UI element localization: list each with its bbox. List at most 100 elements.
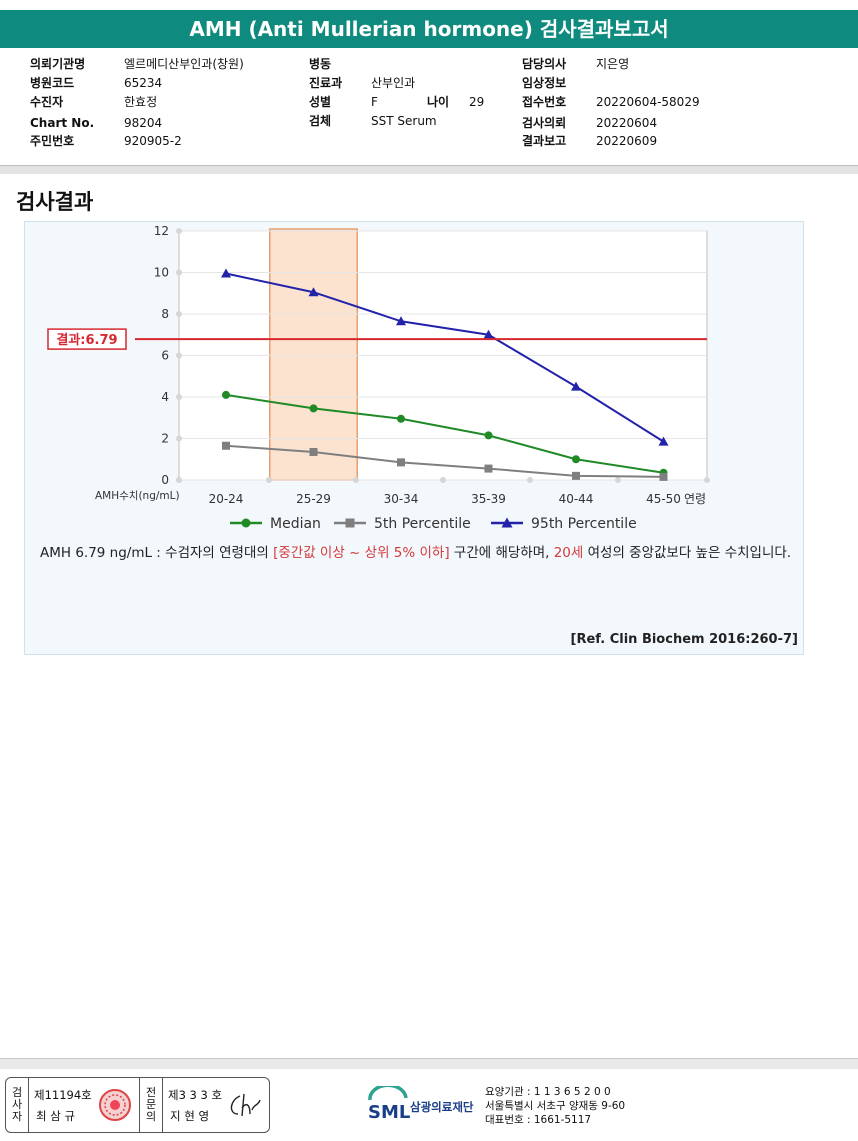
- section-title: 검사결과: [16, 190, 94, 214]
- y-tick-dot: [176, 394, 182, 400]
- data-point: [484, 464, 493, 473]
- hospital-code-label: 병원코드: [30, 76, 75, 90]
- sml-logo-icon: SML: [368, 1083, 410, 1123]
- org-address: 서울특별시 서초구 양재동 9-60: [485, 1100, 626, 1112]
- data-point: [396, 316, 406, 326]
- sex-value: F: [371, 95, 378, 109]
- highlight-band: [269, 228, 358, 481]
- data-point: [658, 436, 669, 446]
- request-date-value: 20220604: [596, 116, 658, 130]
- result-label: 결과:6.79: [56, 332, 117, 348]
- series-line: [225, 444, 664, 478]
- y-tick-label: 10: [154, 266, 169, 280]
- tester-seal: [99, 1089, 131, 1121]
- x-tick-dot: [176, 477, 182, 483]
- reference-citation: [Ref. Clin Biochem 2016:260-7]: [570, 632, 798, 647]
- org-phone: 대표번호 : 1661-5117: [485, 1114, 592, 1126]
- data-point: [659, 472, 668, 481]
- report-date-label: 결과보고: [522, 134, 567, 148]
- data-point: [483, 329, 494, 339]
- x-tick-label: 40-44: [559, 492, 594, 506]
- department-label: 진료과: [309, 76, 343, 90]
- x-tick-dot: [704, 477, 710, 483]
- x-tick-label: 30-34: [384, 492, 419, 506]
- specialist-label: 전문의: [145, 1086, 157, 1123]
- x-tick-dot: [266, 477, 272, 483]
- specialist-name: 지 현 영: [170, 1109, 210, 1123]
- x-tick-dot: [615, 477, 621, 483]
- sex-label: 성별: [309, 95, 332, 109]
- y-tick-label: 0: [161, 473, 169, 487]
- interpretation-range: [중간값 이상 ~ 상위 5% 이하]: [273, 545, 450, 561]
- signature-divider: [162, 1078, 163, 1132]
- hospital-label: 의뢰기관명: [30, 57, 86, 71]
- interpretation-part5: 여성의 중앙값보다 높은 수치입니다.: [583, 545, 792, 561]
- chart-no-value: 98204: [124, 116, 163, 130]
- org-name: 삼광의료재단: [410, 1100, 474, 1114]
- amh-chart: 0 2 4 6 8 10 12 20-24 25-29 30-34 35-39 40-44 45-50 연…: [47, 224, 710, 532]
- y-tick-label: 8: [161, 307, 169, 321]
- request-date-label: 검사의뢰: [522, 116, 567, 130]
- clinical-info-label: 임상정보: [522, 76, 567, 90]
- interpretation-text: AMH 6.79 ng/mL : 수검자의 연령대의 [중간값 이상 ~ 상위 …: [40, 543, 810, 563]
- legend-label: 95th Percentile: [531, 516, 637, 532]
- legend-label: Median: [270, 516, 321, 532]
- data-point: [572, 471, 580, 480]
- series-line: [225, 393, 664, 474]
- doctor-label: 담당의사: [522, 57, 567, 71]
- report-date-value: 20220609: [596, 134, 658, 148]
- header-divider: [0, 165, 858, 174]
- x-axis-suffix: 연령: [684, 492, 706, 506]
- legend-marker: [241, 518, 251, 528]
- patient-info: 의뢰기관명 엘르메디산부인과(창원) 병원코드 65234 수진자 한효정 Ch…: [0, 0, 858, 150]
- interpretation-part1: AMH 6.79 ng/mL : 수검자의 연령대의: [40, 545, 274, 561]
- signature-divider: [28, 1078, 29, 1132]
- data-point: [222, 441, 230, 450]
- signature-divider: [139, 1078, 140, 1132]
- hospital-code-value: 65234: [124, 76, 163, 90]
- data-point: [397, 414, 405, 423]
- result-label-box: [47, 328, 127, 350]
- care-code: 요양기관 : 1 1 3 6 5 2 0 0: [485, 1086, 611, 1098]
- y-tick-label: 12: [154, 224, 169, 238]
- x-tick-label: 20-24: [209, 492, 244, 506]
- specialist-license: 제3 3 3 호: [168, 1088, 223, 1102]
- department-value: 산부인과: [371, 76, 416, 90]
- x-tick-label: 35-39: [471, 492, 506, 506]
- x-tick-dot: [527, 477, 533, 483]
- interpretation-part3: 구간에 해당하며,: [449, 545, 554, 561]
- series-line: [225, 272, 665, 443]
- data-point: [308, 287, 319, 297]
- x-tick-dot: [353, 477, 359, 483]
- resident-no-value: 920905-2: [124, 134, 182, 148]
- age-label: 나이: [427, 95, 450, 109]
- data-point: [309, 447, 318, 456]
- doctor-value: 지은영: [596, 57, 630, 71]
- age-value: 29: [469, 95, 485, 109]
- sml-logo: SML 삼광의료재단: [366, 1083, 473, 1126]
- y-tick-dot: [176, 269, 182, 276]
- data-point: [221, 268, 231, 278]
- signature-box: 검사자 제11194호 최 삼 규 전문의 제3 3 3 호 지 현 영: [5, 1077, 270, 1133]
- specialist-signature: [230, 1093, 261, 1117]
- legend-marker: [345, 518, 355, 528]
- y-axis-label: AMH수치(ng/mL): [95, 490, 180, 502]
- specimen-value: SST Serum: [371, 114, 437, 128]
- data-point: [309, 404, 318, 413]
- x-tick-label: 25-29: [296, 492, 331, 506]
- patient-label: 수진자: [30, 95, 64, 109]
- ward-label: 병동: [309, 57, 332, 71]
- report-title: AMH (Anti Mullerian hormone) 검사결과보고서: [0, 10, 858, 48]
- receipt-no-value: 20220604-58029: [596, 95, 700, 109]
- y-tick-label: 6: [161, 349, 169, 363]
- sml-logo-letters: SML: [368, 1102, 410, 1122]
- tester-license: 제11194호: [34, 1088, 92, 1102]
- y-tick-label: 2: [161, 432, 169, 446]
- tester-name: 최 삼 규: [36, 1109, 76, 1123]
- legend-marker: [501, 517, 513, 528]
- data-point: [397, 458, 405, 467]
- x-tick-label: 45-50: [646, 492, 681, 506]
- chart-no-label: Chart No.: [30, 116, 95, 130]
- y-tick-dot: [176, 311, 182, 317]
- y-tick-dot: [176, 435, 182, 442]
